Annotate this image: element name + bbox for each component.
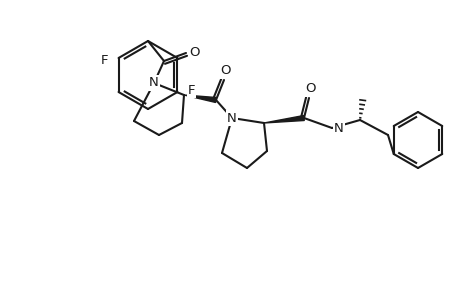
- Text: O: O: [305, 82, 316, 95]
- Text: F: F: [101, 53, 108, 67]
- Text: N: N: [227, 112, 236, 124]
- Text: N: N: [149, 76, 158, 89]
- Text: O: O: [190, 46, 200, 59]
- Polygon shape: [263, 116, 304, 123]
- Text: N: N: [333, 122, 343, 134]
- Polygon shape: [184, 95, 216, 103]
- Text: O: O: [220, 64, 231, 77]
- Text: F: F: [187, 83, 195, 97]
